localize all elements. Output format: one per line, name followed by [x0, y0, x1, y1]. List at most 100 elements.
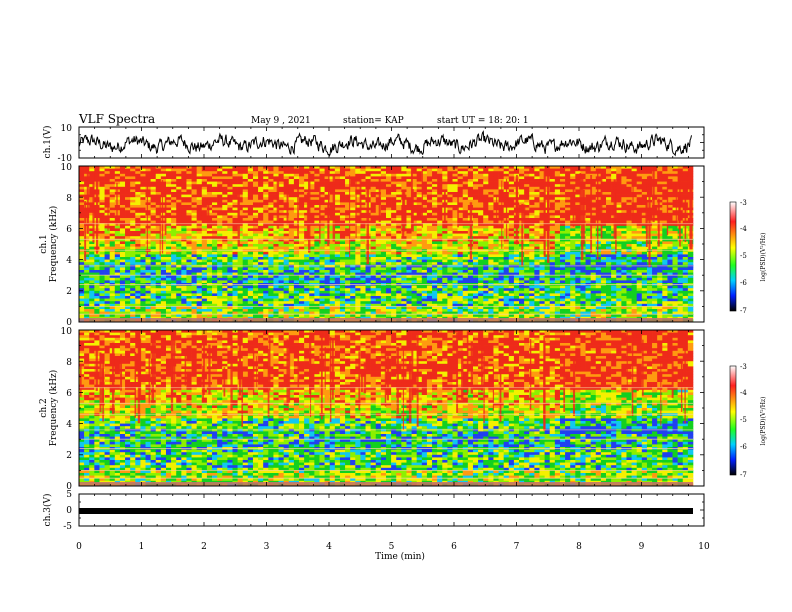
- spectrogram-cell: [304, 285, 310, 289]
- spectrogram-cell: [345, 277, 351, 281]
- spectrogram-cell: [365, 303, 371, 307]
- spectrogram-cell: [288, 186, 295, 190]
- spectrogram-cell: [181, 309, 187, 312]
- spectrogram-cell: [196, 192, 203, 195]
- spectrogram-cell: [237, 197, 244, 201]
- spectrogram-cell: [94, 267, 100, 271]
- spectrogram-cell: [447, 218, 453, 221]
- spectrogram-cell: [135, 244, 141, 247]
- spectrogram-cell: [483, 238, 489, 242]
- spectrogram-cell: [268, 259, 274, 263]
- spectrogram-cell: [130, 290, 136, 294]
- spectrogram-cell: [478, 179, 484, 182]
- spectrogram-cell: [252, 186, 259, 190]
- spectrogram-cell: [165, 199, 172, 203]
- spectrogram-cell: [339, 270, 346, 273]
- spectrogram-cell: [370, 264, 377, 268]
- spectrogram-cell: [334, 277, 341, 281]
- spectrogram-cell: [391, 166, 397, 169]
- spectrogram-cell: [217, 205, 223, 208]
- spectrogram-cell: [237, 272, 244, 276]
- spectrogram-cell: [401, 184, 407, 188]
- spectrogram-cell: [380, 220, 387, 224]
- spectrogram-cell: [467, 309, 474, 312]
- spectrogram-cell: [488, 197, 494, 201]
- spectrogram-cell: [155, 171, 162, 175]
- spectrogram-cell: [329, 236, 336, 240]
- spectrogram-cell: [350, 270, 356, 273]
- spectrogram-cell: [314, 246, 320, 250]
- spectrogram-cell: [483, 296, 489, 299]
- spectrogram-cell: [171, 296, 177, 299]
- spectrogram-cell: [488, 223, 494, 227]
- spectrogram-cell: [391, 171, 397, 175]
- spectrogram-cell: [252, 285, 259, 289]
- spectrogram-cell: [258, 210, 264, 214]
- spectrogram-cell: [329, 290, 336, 294]
- spectrogram-cell: [432, 296, 438, 299]
- spectrogram-cell: [299, 236, 305, 240]
- spectrogram-cell: [278, 215, 284, 219]
- spectrogram-cell: [391, 251, 397, 255]
- spectrogram-cell: [278, 270, 284, 273]
- spectrogram-cell: [171, 311, 177, 315]
- spectrogram-cell: [165, 194, 172, 198]
- spectrogram-cell: [283, 212, 290, 216]
- spectrogram-cell: [432, 251, 438, 255]
- spectrogram-cell: [217, 176, 223, 180]
- spectrogram-cell: [406, 176, 412, 180]
- spectrogram-cell: [212, 228, 218, 232]
- spectrogram-cell: [396, 264, 402, 268]
- spectrogram-cell: [304, 241, 310, 245]
- spectrogram-cell: [268, 225, 274, 229]
- spectrogram-cell: [222, 202, 228, 206]
- spectrogram-cell: [299, 220, 305, 224]
- spectrogram-cell: [406, 181, 412, 185]
- spectrogram-cell: [452, 218, 458, 221]
- spectrogram-cell: [160, 262, 167, 266]
- spectrogram-cell: [406, 277, 412, 281]
- spectrogram-cell: [212, 275, 218, 279]
- spectrogram-cell: [406, 306, 412, 310]
- spectrogram-cell: [375, 220, 382, 224]
- spectrogram-cell: [89, 288, 95, 292]
- spectrogram-cell: [191, 285, 197, 289]
- spectrogram-cell: [201, 168, 208, 172]
- spectrogram-cell: [319, 277, 325, 281]
- spectrogram-cell: [206, 199, 213, 203]
- spectrogram-cell: [263, 264, 269, 268]
- spectrogram-cell: [483, 259, 489, 263]
- spectrogram-cell: [375, 267, 382, 271]
- spectrogram-cell: [79, 241, 85, 245]
- spectrogram-cell: [206, 207, 213, 211]
- spectrogram-cell: [165, 293, 172, 297]
- spectrogram-cell: [263, 192, 269, 195]
- spectrogram-cell: [288, 238, 295, 242]
- spectrogram-cell: [104, 251, 110, 255]
- spectrogram-cell: [125, 254, 131, 258]
- spectrogram-cell: [227, 210, 233, 214]
- spectrogram-cell: [79, 218, 85, 221]
- spectrogram-cell: [79, 270, 85, 273]
- spectrogram-cell: [345, 207, 351, 211]
- spectrogram-cell: [176, 202, 182, 206]
- spectrogram-cell: [119, 293, 126, 297]
- spectrogram-cell: [186, 171, 192, 175]
- spectrogram-cell: [345, 301, 351, 305]
- spectrogram-cell: [319, 309, 325, 312]
- spectrogram-cell: [416, 288, 423, 292]
- spectrogram-cell: [130, 301, 136, 305]
- spectrogram-cell: [171, 270, 177, 273]
- spectrogram-cell: [462, 205, 469, 208]
- spectrogram-cell: [437, 228, 443, 232]
- spectrogram-cell: [391, 267, 397, 271]
- spectrogram-cell: [237, 251, 244, 255]
- spectrogram-cell: [247, 303, 254, 307]
- spectrogram-cell: [217, 233, 223, 237]
- spectrogram-cell: [160, 189, 167, 193]
- spectrogram-cell: [186, 176, 192, 180]
- spectrogram-cell: [467, 298, 474, 302]
- spectrogram-cell: [488, 168, 494, 172]
- spectrogram-cell: [130, 285, 136, 289]
- spectrogram-cell: [401, 186, 407, 190]
